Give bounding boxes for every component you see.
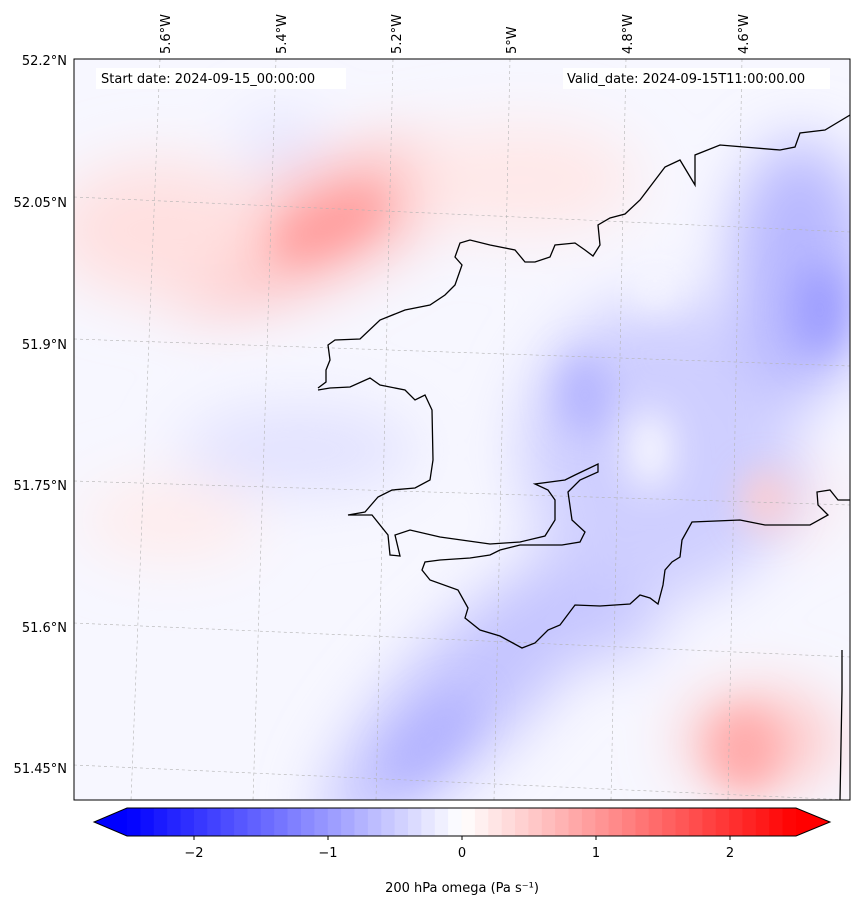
colorbar-cell (140, 808, 155, 836)
colorbar-cell (488, 808, 503, 836)
valid-date-box (563, 68, 830, 89)
colorbar-extend-min (94, 808, 127, 836)
start-date-box (96, 68, 346, 89)
lon-label: 5.6°W (159, 14, 174, 54)
colorbar-cell (167, 808, 182, 836)
valid-date-label: Valid_date: 2024-09-15T11:00:00.00 (567, 72, 805, 87)
colorbar-extend-max (796, 808, 830, 836)
colorbar-cell (341, 808, 356, 836)
colorbar-cell (755, 808, 770, 836)
colorbar-cell (675, 808, 690, 836)
colorbar-cell (234, 808, 249, 836)
colorbar-cell (421, 808, 436, 836)
lon-label: 4.6°W (737, 14, 752, 54)
colorbar-cell (367, 808, 382, 836)
colorbar-cell (769, 808, 784, 836)
colorbar-cell (260, 808, 275, 836)
start-date-label: Start date: 2024-09-15_00:00:00 (101, 72, 315, 87)
colorbar-cell (782, 808, 797, 836)
colorbar-cell (314, 808, 329, 836)
lon-label: 5.2°W (390, 14, 405, 54)
colorbar-tick-label: 2 (726, 846, 734, 861)
omega-field (74, 59, 850, 800)
colorbar-cell (595, 808, 610, 836)
longitude-labels: 5.6°W 5.4°W 5.2°W 5°W 4.8°W 4.6°W (159, 14, 752, 54)
colorbar-label: 200 hPa omega (Pa s⁻¹) (385, 881, 539, 896)
colorbar-cell (448, 808, 463, 836)
lat-label: 51.45°N (14, 762, 67, 777)
colorbar-tick-label: 1 (592, 846, 600, 861)
colorbar-cell (381, 808, 396, 836)
colorbar-cell (528, 808, 543, 836)
colorbar-cell (180, 808, 195, 836)
lat-label: 51.6°N (22, 621, 67, 636)
colorbar-cell (394, 808, 409, 836)
colorbar-cell (608, 808, 623, 836)
colorbar-cell (622, 808, 637, 836)
coastline-east-edge (839, 650, 843, 800)
colorbar-cell (742, 808, 757, 836)
colorbar-cell (648, 808, 663, 836)
colorbar-cell (127, 808, 141, 836)
lon-label: 5.4°W (275, 14, 290, 54)
colorbar-cell (581, 808, 596, 836)
lon-label: 4.8°W (621, 14, 636, 54)
lat-label: 52.05°N (14, 196, 67, 211)
coastline-north (317, 114, 850, 389)
colorbar-cell (702, 808, 717, 836)
colorbar-cell (662, 808, 677, 836)
colorbar-tick-label: 0 (458, 846, 466, 861)
colorbar-cell (407, 808, 422, 836)
coastline-south (317, 377, 850, 649)
colorbar-cell (729, 808, 744, 836)
map-panel: Start date: 2024-09-15_00:00:00 Valid_da… (14, 14, 851, 801)
colorbar-cell (715, 808, 730, 836)
colorbar: −2 −1 0 1 2 200 hPa omega (Pa s⁻¹) (92, 807, 832, 896)
colorbar-tick-label: −1 (318, 846, 337, 861)
colorbar-cell (327, 808, 342, 836)
lat-label: 51.9°N (22, 338, 67, 353)
colorbar-cell (501, 808, 516, 836)
colorbar-outline (92, 807, 832, 837)
colorbar-cell (354, 808, 369, 836)
lon-label: 5°W (505, 26, 520, 54)
colorbar-cell (207, 808, 222, 836)
colorbar-cell (247, 808, 262, 836)
lat-label: 51.75°N (14, 479, 67, 494)
latitude-labels: 52.2°N 52.05°N 51.9°N 51.75°N 51.6°N 51.… (14, 54, 67, 777)
colorbar-cell (220, 808, 235, 836)
colorbar-cell (555, 808, 570, 836)
colorbar-cell (300, 808, 315, 836)
colorbar-cell (434, 808, 449, 836)
lat-label: 52.2°N (22, 54, 67, 69)
colorbar-cell (274, 808, 289, 836)
colorbar-cell (688, 808, 703, 836)
colorbar-tick-label: −2 (184, 846, 203, 861)
map-frame (73, 58, 851, 801)
colorbar-cell (541, 808, 556, 836)
colorbar-cell (153, 808, 168, 836)
colorbar-cell (568, 808, 583, 836)
colorbar-cell (515, 808, 529, 836)
colorbar-cell (635, 808, 650, 836)
colorbar-ticks: −2 −1 0 1 2 (184, 836, 734, 861)
colorbar-cells (127, 808, 797, 836)
colorbar-cell (193, 808, 208, 836)
colorbar-cell (474, 808, 489, 836)
colorbar-cell (287, 808, 302, 836)
colorbar-cell (461, 808, 476, 836)
